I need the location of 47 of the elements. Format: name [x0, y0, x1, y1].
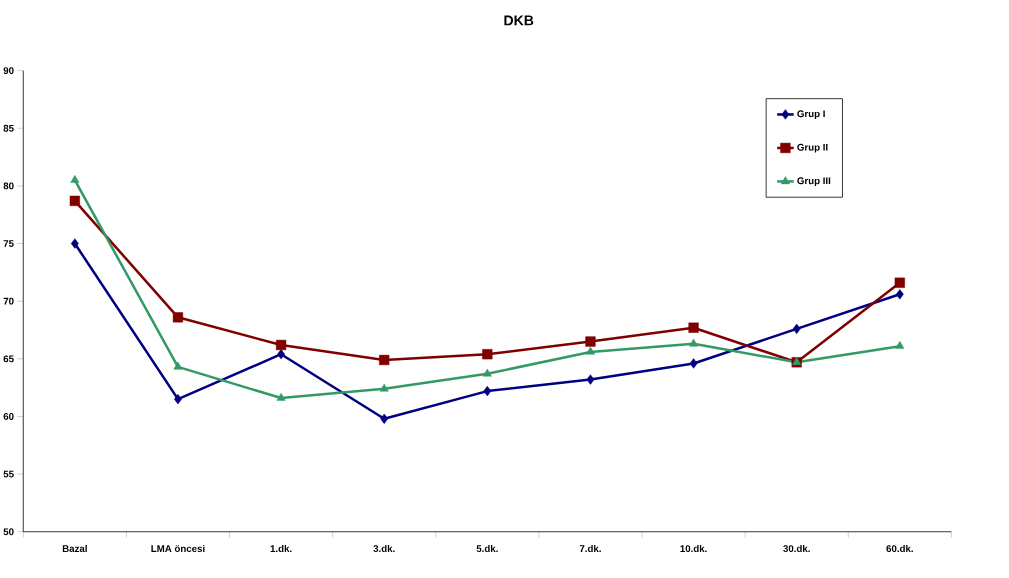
point [585, 346, 595, 355]
point [585, 336, 596, 347]
point [69, 195, 80, 207]
y-tick-label: 80 [3, 182, 14, 190]
legend-label: Grup II [797, 143, 828, 153]
x-tick-label: 5.dk. [476, 544, 498, 553]
y-tick-label: 65 [3, 355, 14, 363]
point [379, 354, 390, 366]
point [276, 392, 286, 401]
point [689, 358, 698, 369]
point [894, 277, 905, 288]
point [379, 383, 389, 392]
point [174, 394, 182, 405]
point [380, 413, 389, 424]
x-tick-label: 30.dk. [783, 544, 810, 553]
legend-label: Grup III [797, 177, 831, 187]
x-tick-label: 60.dk. [886, 544, 913, 553]
point [688, 322, 699, 333]
point [792, 323, 801, 335]
point [172, 312, 184, 323]
x-tick-label: 3.dk. [373, 544, 395, 553]
y-tick-label: 70 [3, 297, 14, 305]
x-tick-label: Bazal [62, 544, 87, 553]
y-tick-label: 55 [3, 470, 14, 478]
y-tick-label: 90 [3, 67, 14, 75]
y-tick-label: 85 [3, 124, 14, 132]
point [482, 349, 493, 360]
x-tick-label: 10.dk. [680, 544, 707, 553]
point [482, 368, 492, 377]
point [70, 238, 79, 249]
x-tick-label: 1.dk. [270, 544, 292, 553]
y-tick-label: 60 [3, 413, 14, 420]
point [689, 338, 699, 347]
point [275, 339, 287, 351]
point [895, 341, 905, 349]
x-tick-label: 7.dk. [579, 544, 601, 553]
point [277, 349, 285, 360]
point [70, 175, 80, 183]
point [173, 361, 183, 370]
point [895, 289, 904, 300]
legend-label: Grup I [797, 110, 825, 120]
x-tick-label: LMA öncesi [151, 544, 205, 553]
point [483, 386, 492, 397]
y-tick-label: 75 [3, 240, 14, 247]
chart-title: DKB [504, 15, 534, 26]
y-tick-label: 50 [3, 528, 14, 536]
point [586, 374, 595, 385]
